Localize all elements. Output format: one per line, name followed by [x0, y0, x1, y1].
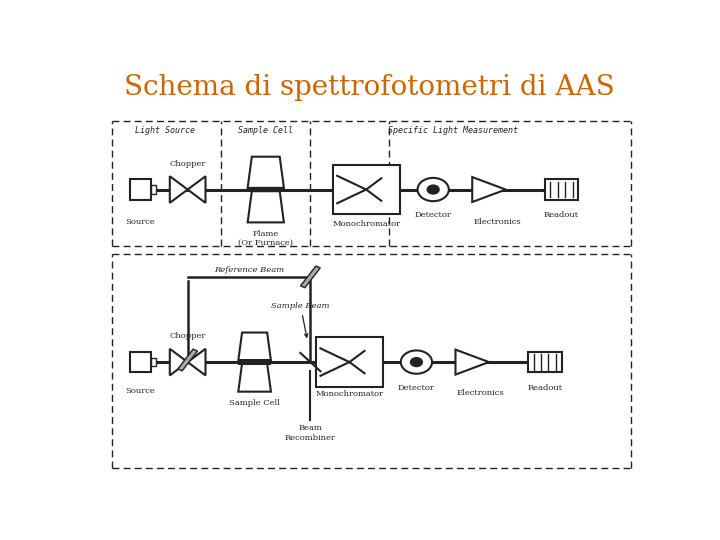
- Circle shape: [401, 350, 432, 374]
- Polygon shape: [188, 176, 205, 203]
- Text: Readout: Readout: [527, 384, 562, 392]
- Text: Electronics: Electronics: [456, 389, 505, 397]
- Text: Reference Beam: Reference Beam: [214, 266, 284, 274]
- Text: Light Source: Light Source: [135, 126, 195, 135]
- Bar: [150, 358, 156, 366]
- Text: Detector: Detector: [398, 384, 435, 392]
- Polygon shape: [248, 191, 284, 222]
- Bar: [130, 179, 150, 200]
- Text: Monochromator: Monochromator: [315, 390, 384, 399]
- Text: Schema di spettrofotometri di AAS: Schema di spettrofotometri di AAS: [124, 74, 614, 101]
- Polygon shape: [248, 157, 284, 188]
- Text: Detector: Detector: [415, 211, 451, 219]
- Bar: [528, 352, 562, 373]
- Circle shape: [410, 357, 423, 367]
- Text: Electronics: Electronics: [474, 218, 521, 226]
- Polygon shape: [238, 333, 271, 361]
- Text: Sample Beam: Sample Beam: [271, 302, 330, 337]
- Text: Sample Cell: Sample Cell: [238, 126, 293, 135]
- Polygon shape: [238, 363, 271, 392]
- Polygon shape: [300, 266, 320, 288]
- Text: Monochromator: Monochromator: [332, 220, 400, 228]
- Bar: [545, 179, 578, 200]
- Bar: [130, 352, 150, 373]
- Text: Beam
Recombiner: Beam Recombiner: [285, 424, 336, 442]
- Text: Specific Light Measurement: Specific Light Measurement: [387, 126, 518, 135]
- Circle shape: [427, 185, 439, 194]
- Bar: [316, 337, 383, 387]
- Text: Chopper: Chopper: [169, 333, 206, 341]
- Polygon shape: [456, 349, 489, 375]
- Polygon shape: [178, 349, 197, 371]
- Text: Readout: Readout: [544, 211, 579, 219]
- Polygon shape: [472, 177, 505, 202]
- Circle shape: [418, 178, 449, 201]
- Text: Sample Cell: Sample Cell: [229, 399, 280, 407]
- Polygon shape: [188, 349, 205, 375]
- Bar: [248, 187, 284, 192]
- Polygon shape: [170, 349, 188, 375]
- Text: Flame
(Or Furnace): Flame (Or Furnace): [238, 230, 293, 247]
- Bar: [150, 185, 156, 194]
- Bar: [238, 360, 271, 365]
- Polygon shape: [170, 176, 188, 203]
- Text: Chopper: Chopper: [169, 160, 206, 168]
- Bar: [333, 165, 400, 214]
- Text: Source: Source: [125, 218, 155, 226]
- Text: Source: Source: [125, 387, 155, 395]
